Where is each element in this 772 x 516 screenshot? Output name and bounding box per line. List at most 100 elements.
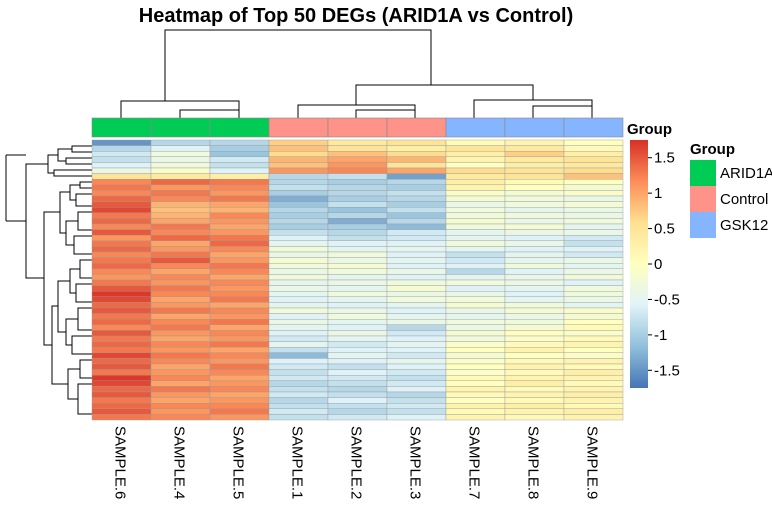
heatmap-cell	[91, 285, 152, 292]
heatmap-cell	[445, 375, 506, 382]
heatmap-cell	[386, 347, 447, 354]
heatmap-cell	[386, 296, 447, 303]
heatmap-cell	[268, 335, 329, 342]
heatmap-cell	[445, 296, 506, 303]
heatmap-cell	[209, 268, 270, 275]
heatmap-cell	[386, 167, 447, 174]
heatmap-cell	[91, 319, 152, 326]
heatmap-cell	[91, 195, 152, 202]
heatmap-cell	[445, 341, 506, 348]
heatmap-cell	[327, 167, 388, 174]
heatmap-cell	[445, 263, 506, 270]
legend-label: GSK12	[720, 217, 768, 234]
heatmap-cell	[91, 167, 152, 174]
heatmap-cell	[563, 391, 624, 398]
heatmap-cell	[386, 190, 447, 197]
heatmap-cell	[445, 246, 506, 253]
heatmap-cell	[209, 414, 270, 421]
row-dendro-branch	[65, 220, 78, 246]
heatmap-cell	[150, 285, 211, 292]
colorbar-tick-label: -1.5	[654, 362, 680, 379]
heatmap-cell	[563, 156, 624, 163]
heatmap-cell	[327, 274, 388, 281]
heatmap-cell	[445, 167, 506, 174]
heatmap-cell	[150, 223, 211, 230]
heatmap-cell	[209, 246, 270, 253]
heatmap-cell	[563, 218, 624, 225]
heatmap-cell	[150, 212, 211, 219]
heatmap-cell	[445, 335, 506, 342]
heatmap-cell	[504, 386, 565, 393]
row-dendro-branch	[79, 259, 92, 279]
heatmap-cell	[150, 363, 211, 370]
heatmap-cell	[504, 195, 565, 202]
heatmap-cell	[504, 212, 565, 219]
heatmap-cell	[209, 150, 270, 157]
heatmap-cell	[327, 190, 388, 197]
heatmap-cell	[268, 380, 329, 387]
heatmap-cell	[150, 330, 211, 337]
heatmap-cell	[563, 302, 624, 309]
heatmap-cell	[150, 408, 211, 415]
heatmap-cell	[268, 190, 329, 197]
heatmap-cell	[563, 335, 624, 342]
heatmap-cell	[268, 414, 329, 421]
row-dendro-branch	[79, 359, 92, 379]
heatmap-cell	[209, 375, 270, 382]
heatmap-cell	[150, 296, 211, 303]
heatmap-cell	[445, 178, 506, 185]
heatmap-cell	[445, 285, 506, 292]
heatmap-cell	[386, 162, 447, 169]
heatmap-cell	[327, 156, 388, 163]
heatmap-cell	[209, 347, 270, 354]
heatmap-cell	[209, 229, 270, 236]
heatmap-cell	[91, 173, 152, 180]
heatmap-cell	[504, 229, 565, 236]
heatmap-cell	[150, 156, 211, 163]
heatmap-cell	[150, 218, 211, 225]
legend-swatch	[690, 212, 716, 238]
heatmap-cell	[386, 145, 447, 152]
heatmap-cell	[563, 313, 624, 320]
heatmap-cell	[209, 195, 270, 202]
heatmap-cell	[91, 156, 152, 163]
heatmap-cell	[504, 335, 565, 342]
heatmap-cell	[504, 307, 565, 314]
heatmap-cell	[504, 391, 565, 398]
heatmap-cell	[209, 380, 270, 387]
col-dendro-branch	[532, 105, 592, 118]
heatmap-cell	[563, 408, 624, 415]
heatmap-cell	[386, 257, 447, 264]
heatmap-cell	[268, 319, 329, 326]
legend-title: Group	[690, 141, 735, 158]
heatmap-cell	[504, 206, 565, 213]
heatmap-cell	[150, 324, 211, 331]
heatmap-cell	[268, 274, 329, 281]
heatmap-cell	[268, 347, 329, 354]
row-dendro-branch	[69, 184, 80, 201]
heatmap-cell	[268, 162, 329, 169]
annotation-cell	[268, 117, 329, 138]
heatmap-cell	[386, 206, 447, 213]
heatmap-cell	[268, 268, 329, 275]
heatmap-cell	[386, 246, 447, 253]
heatmap-cell	[150, 380, 211, 387]
heatmap-cell	[563, 145, 624, 152]
heatmap-cell	[327, 246, 388, 253]
heatmap-cell	[327, 319, 388, 326]
heatmap-cell	[563, 296, 624, 303]
heatmap-cell	[91, 341, 152, 348]
annotation-cell	[504, 117, 565, 138]
heatmap-cell	[386, 139, 447, 146]
heatmap-cell	[150, 173, 211, 180]
heatmap-cell	[386, 397, 447, 404]
heatmap-cell	[150, 386, 211, 393]
heatmap-cell	[327, 195, 388, 202]
heatmap-cell	[445, 145, 506, 152]
heatmap-cell	[268, 178, 329, 185]
heatmap-cell	[386, 302, 447, 309]
annotation-cell	[445, 117, 506, 138]
heatmap-cell	[563, 206, 624, 213]
heatmap-cell	[445, 234, 506, 241]
heatmap-cell	[268, 403, 329, 410]
